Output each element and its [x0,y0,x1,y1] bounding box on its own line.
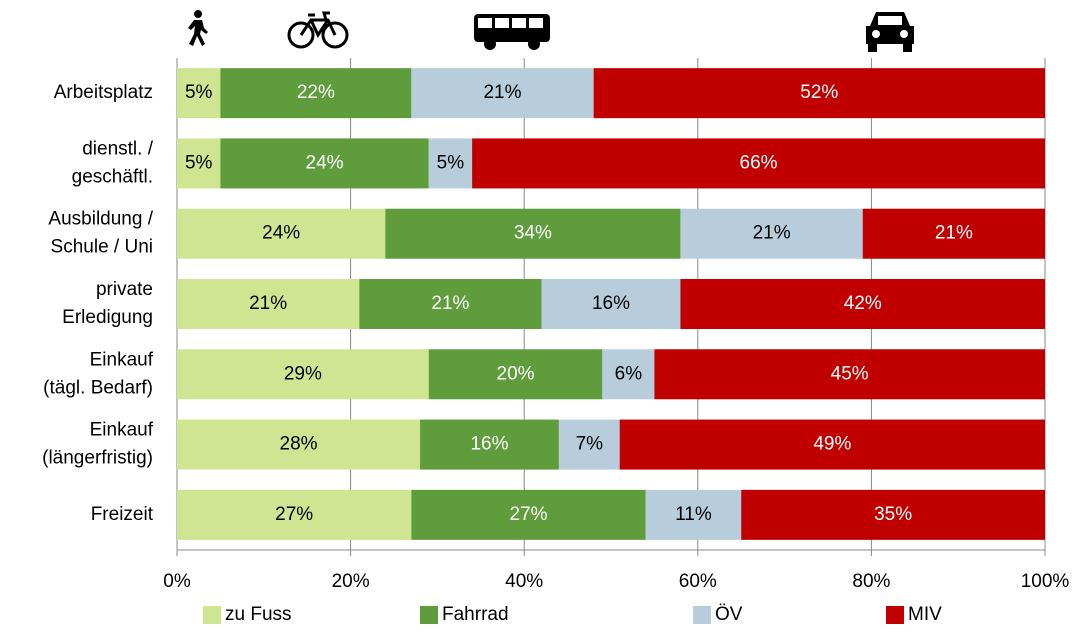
value-label: 21% [935,223,973,244]
bar-segment [220,68,412,119]
value-label: 24% [306,152,344,173]
legend-label: ÖV [715,604,743,625]
value-label: 27% [275,504,313,525]
legend-swatch [203,606,221,624]
value-label: 16% [592,293,630,314]
bar-segment [680,279,1045,329]
bar-segment [385,208,681,259]
bar-segment [177,208,386,259]
x-tick-label: 80% [852,571,890,592]
value-label: 66% [740,152,778,173]
value-label: 45% [831,363,869,384]
value-label: 21% [249,293,287,314]
y-tick-label: Ausbildung / Schule / Uni [48,209,153,258]
y-tick-label: Einkauf (tägl. Bedarf) [43,349,154,398]
bar-segment [558,419,620,470]
legend-label: Fahrrad [442,604,509,625]
pedestrian-icon [188,10,208,46]
value-label: 7% [576,434,604,455]
bar-segment [177,68,221,119]
value-label: 28% [280,434,318,455]
value-label: 21% [431,293,469,314]
bar-segment [593,68,1045,119]
x-tick-label: 40% [505,571,543,592]
value-label: 42% [844,293,882,314]
value-label: 35% [874,504,912,525]
bar-segment [541,279,681,329]
bar-segment [654,349,1045,400]
y-tick-label: Freizeit [91,504,154,525]
value-label: 34% [514,223,552,244]
legend-label: zu Fuss [225,604,292,625]
plot: 0% 20% 40% 60% 80% 100% Arbeitsplatz 5% 22% 21% 52… [42,58,1069,592]
car-icon [866,12,914,52]
value-label: 52% [800,82,838,103]
legend-swatch [420,606,438,624]
value-label: 24% [262,223,300,244]
y-tick-label: dienstl. / geschäftl. [72,138,154,187]
value-label: 21% [483,82,521,103]
x-tick-label: 60% [679,571,717,592]
bar-segment [411,68,594,119]
value-label: 5% [185,152,213,173]
value-label: 11% [675,504,712,525]
bar-segment [428,349,603,400]
value-label: 16% [470,434,508,455]
bar-segment [741,489,1045,540]
value-label: 20% [497,363,535,384]
bar-segment [602,349,655,400]
x-tick-label: 100% [1021,571,1070,592]
bar-segment [645,489,742,540]
y-tick-label: Arbeitsplatz [54,82,153,103]
y-tick-label: private Erledigung [62,279,153,328]
bar-segment [862,208,1045,259]
bar-segment [428,138,473,189]
bicycle-icon [287,11,349,49]
legend-label: MIV [908,604,942,625]
bus-icon [474,14,550,50]
bar-segment [177,419,421,470]
value-label: 22% [297,82,335,103]
bar-segment [177,279,360,329]
bar-segment [619,419,1045,470]
value-label: 49% [813,434,851,455]
value-label: 5% [437,152,465,173]
value-label: 21% [753,223,791,244]
bar-segment [420,419,559,470]
legend-swatch [693,606,711,624]
value-label: 6% [615,363,643,384]
x-tick-label: 20% [332,571,370,592]
value-label: 5% [185,82,213,103]
legend-swatch [886,606,904,624]
x-tick-label: 0% [163,571,191,592]
value-label: 27% [510,504,548,525]
bar-segment [680,208,863,259]
bar-segment [177,489,412,540]
y-tick-label: Einkauf (längerfristig) [42,420,154,469]
bar-segment [177,138,221,189]
value-label: 29% [284,363,322,384]
bar-segment [220,138,429,189]
bar-segment [177,349,429,400]
bar-segment [411,489,646,540]
bar-segment [359,279,542,329]
bar-segment [472,138,1045,189]
